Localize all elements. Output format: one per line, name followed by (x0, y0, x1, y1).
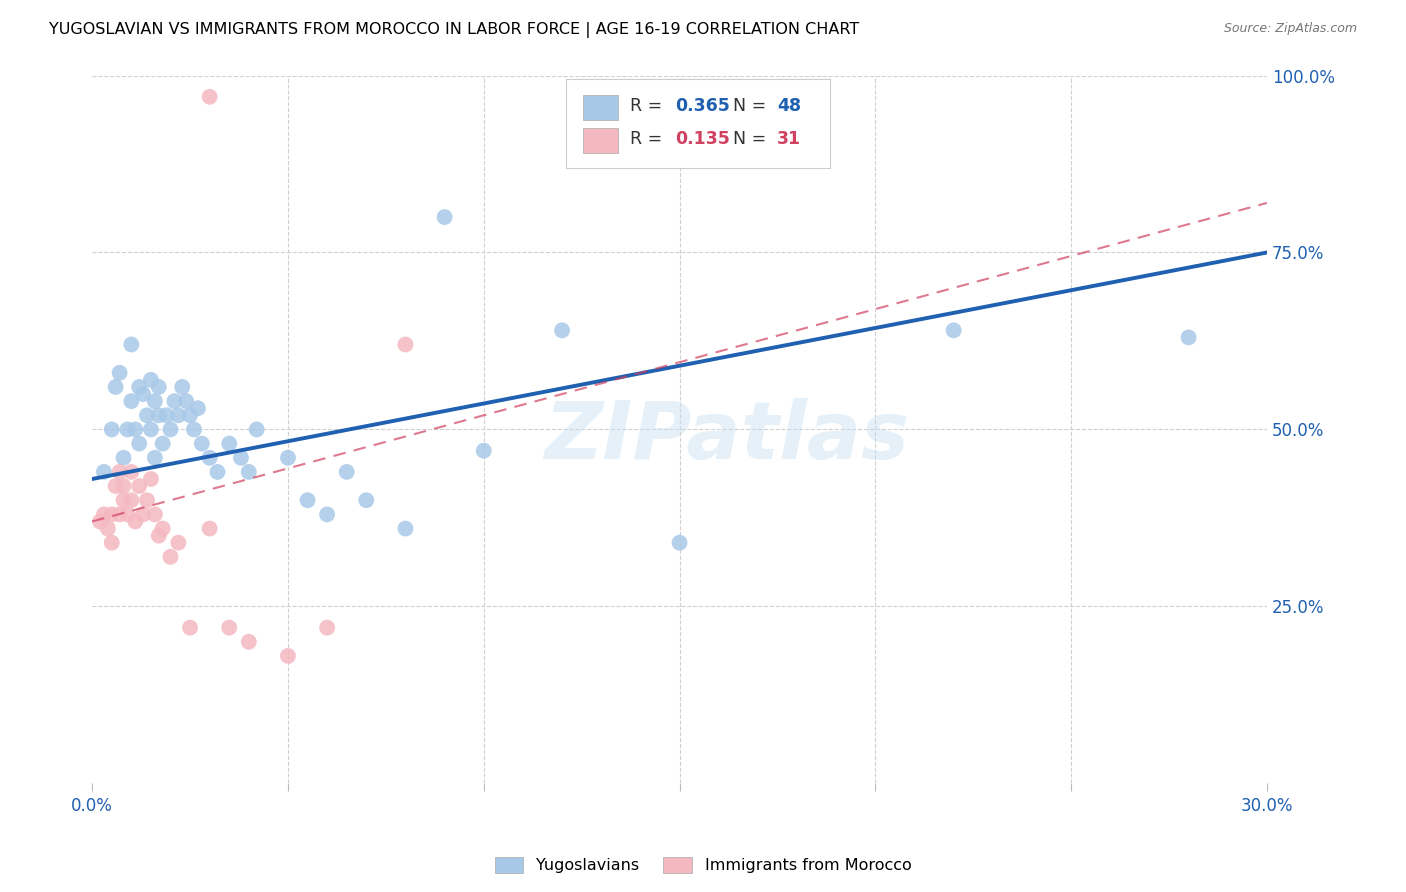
Point (139, 373, 162, 387)
Point (143, 450, 166, 465)
Point (152, 436, 174, 450)
Point (167, 409, 190, 423)
Point (108, 366, 131, 380)
Point (89, 515, 111, 529)
Point (152, 522, 174, 536)
Point (120, 337, 142, 351)
Text: YUGOSLAVIAN VS IMMIGRANTS FROM MOROCCO IN LABOR FORCE | AGE 16-19 CORRELATION CH: YUGOSLAVIAN VS IMMIGRANTS FROM MOROCCO I… (49, 22, 859, 38)
Text: 0.365: 0.365 (675, 97, 730, 115)
Point (238, 465, 260, 479)
Point (100, 508, 122, 522)
Point (174, 394, 197, 409)
Text: Source: ZipAtlas.com: Source: ZipAtlas.com (1223, 22, 1357, 36)
Point (163, 394, 186, 409)
Point (198, 450, 221, 465)
Point (148, 409, 170, 423)
Point (187, 401, 209, 416)
Point (128, 436, 150, 450)
Point (120, 394, 142, 409)
Point (198, 522, 221, 536)
Point (394, 337, 416, 351)
Point (104, 380, 127, 394)
Point (551, 323, 574, 337)
Point (100, 535, 122, 549)
Point (132, 387, 155, 401)
Point (124, 515, 146, 529)
Point (132, 508, 155, 522)
Point (172, 380, 194, 394)
Point (316, 508, 339, 522)
Point (218, 621, 240, 635)
Point (159, 422, 181, 436)
Point (128, 380, 150, 394)
FancyBboxPatch shape (565, 79, 830, 168)
Point (277, 450, 299, 465)
Point (108, 465, 131, 479)
Point (112, 493, 135, 508)
Point (148, 380, 170, 394)
Text: 0.135: 0.135 (675, 130, 730, 148)
Point (143, 394, 166, 409)
Point (229, 450, 252, 465)
Point (136, 493, 159, 508)
Point (942, 323, 965, 337)
Point (139, 472, 162, 486)
Point (128, 479, 150, 493)
Text: R =: R = (630, 97, 668, 115)
Point (297, 493, 319, 508)
Point (159, 549, 181, 564)
Point (112, 479, 135, 493)
Point (198, 89, 221, 103)
Legend: Yugoslavians, Immigrants from Morocco: Yugoslavians, Immigrants from Morocco (488, 850, 918, 880)
Point (433, 210, 456, 224)
Point (179, 621, 201, 635)
Point (277, 648, 299, 663)
Point (120, 493, 142, 508)
Point (93, 508, 115, 522)
Point (207, 465, 229, 479)
Point (472, 443, 495, 458)
Text: N =: N = (721, 97, 772, 115)
Point (124, 422, 146, 436)
Point (117, 422, 139, 436)
Text: N =: N = (721, 130, 772, 148)
Text: ZIPatlas: ZIPatlas (544, 398, 910, 475)
Point (183, 422, 205, 436)
Point (218, 436, 240, 450)
Point (112, 450, 135, 465)
Point (668, 535, 690, 549)
Point (238, 635, 260, 649)
Point (97, 522, 120, 536)
Text: 48: 48 (778, 97, 801, 115)
Point (394, 522, 416, 536)
Point (356, 493, 378, 508)
Point (191, 436, 214, 450)
Point (136, 409, 159, 423)
Point (143, 508, 166, 522)
Point (93, 465, 115, 479)
Point (1177, 330, 1199, 344)
FancyBboxPatch shape (583, 128, 619, 153)
Point (148, 528, 170, 542)
Point (167, 535, 190, 549)
Point (120, 465, 142, 479)
Text: 31: 31 (778, 130, 801, 148)
Point (117, 508, 139, 522)
Point (108, 508, 131, 522)
Point (246, 422, 269, 436)
Point (316, 621, 339, 635)
Text: R =: R = (630, 130, 668, 148)
Point (179, 409, 201, 423)
Point (139, 422, 162, 436)
FancyBboxPatch shape (583, 95, 619, 120)
Point (155, 409, 177, 423)
Point (336, 465, 359, 479)
Point (100, 422, 122, 436)
Point (104, 479, 127, 493)
